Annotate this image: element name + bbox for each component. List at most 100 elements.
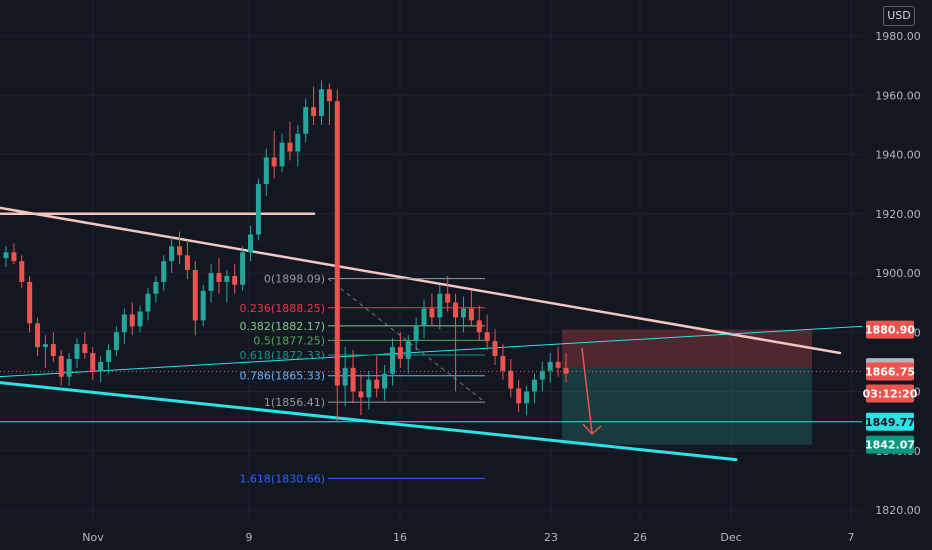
candle-body [240,252,246,285]
fib-level-label: 0.382(1882.17) [239,320,325,333]
candle-body [287,142,293,152]
price-tag [866,435,914,454]
candle-body [547,361,553,371]
price-tag [866,320,914,339]
price-tag [866,362,914,381]
candle-body [19,261,25,282]
candle-body [145,293,151,312]
resistance-trendline [0,206,842,355]
candle-body [42,344,48,348]
time-tick-label: Dec [720,531,741,544]
candle-body [184,255,190,271]
price-tick-label: 1960.00 [875,89,921,102]
fibonacci-retracement[interactable]: 0(1898.09) 0.236(1888.25) 0.382(1882.17) 0.… [239,273,486,486]
candle-body [177,246,183,256]
candle-body [161,261,167,282]
candle-body [232,275,238,285]
candle-body [90,352,96,371]
candle-body [27,281,33,324]
candle-body [208,273,214,291]
candle-body [555,361,561,368]
candle-body [66,358,72,377]
time-tick-label: 7 [848,531,855,544]
candle-body [397,347,403,359]
candle-body [255,184,261,235]
time-axis[interactable]: Nov 9 16 23 26 Dec 7 [82,531,854,544]
support-trendline [0,381,738,462]
candle-body [413,326,419,342]
take-profit-zone [562,367,812,445]
candle-body [334,101,340,386]
price-tag-label: 1849.77 [865,416,915,429]
candle-body [484,332,490,342]
candle-body [539,370,545,380]
time-tick-label: 9 [246,531,253,544]
candle-body [453,302,459,318]
candle-body [326,89,332,102]
price-tag-label: 03:12:20 [863,388,918,401]
price-tag-label: 1842.07 [865,439,915,452]
price-tags: 1880.901868.241866.7503:12:201849.771842… [863,320,918,454]
fib-level-label: 0.618(1872.33) [239,349,325,362]
time-tick-label: Nov [82,531,104,544]
candle-body [342,367,348,386]
candle-body [137,311,143,327]
candle-body [476,320,482,333]
candle-body [50,344,56,356]
candle-body [366,379,372,398]
candle-body [421,308,427,327]
candle-body [271,157,277,167]
candle-body [429,308,435,318]
arrow-shaft [581,347,593,434]
price-tag [866,384,914,403]
fib-level-label: 0.786(1865.33) [239,370,325,383]
fib-level-label: 1(1856.41) [264,396,325,409]
candle-body [98,361,104,371]
stop-loss-zone [562,329,812,368]
arrow-head [582,423,602,436]
candle-body [74,344,80,359]
fib-level-label: 0(1898.09) [264,273,325,286]
candle-body [3,252,9,259]
candle-body [129,314,135,327]
candle-body [508,370,514,389]
candle-body [192,270,198,321]
candle-body [524,391,530,404]
candle-body [445,293,451,303]
price-tick-label: 1940.00 [875,149,921,162]
candle-body [153,281,159,294]
candle-body [350,367,356,392]
fib-diagonal [327,278,486,403]
candle-body [200,290,206,321]
price-tick-label: 1980.00 [875,30,921,43]
price-tick-label: 1920.00 [875,208,921,221]
fib-level-label: 1.618(1830.66) [239,472,325,485]
candle-body [113,332,119,351]
candle-body [169,246,175,262]
thin-trendline [0,325,863,378]
candle-body [358,391,364,398]
candlesticks [3,80,569,422]
candle-body [531,379,537,392]
candle-body [106,350,112,362]
candle-body [263,157,269,185]
candle-body [216,273,222,282]
candle-body [35,323,41,348]
candle-body [563,367,569,374]
currency-badge[interactable]: USD [883,6,915,26]
candle-body [311,107,317,116]
fib-level-label: 0.236(1888.25) [239,302,325,315]
candle-body [492,341,498,356]
candle-body [248,234,254,253]
candle-body [382,373,388,389]
trend-lines [0,206,863,462]
candle-body [121,314,127,333]
candle-body [279,142,285,167]
candle-body [295,133,301,152]
projection-arrow [581,347,602,436]
candle-body [11,252,17,262]
price-tag-label: 1866.75 [865,366,915,379]
time-tick-label: 23 [544,531,558,544]
price-tag-label: 1880.90 [865,324,915,337]
